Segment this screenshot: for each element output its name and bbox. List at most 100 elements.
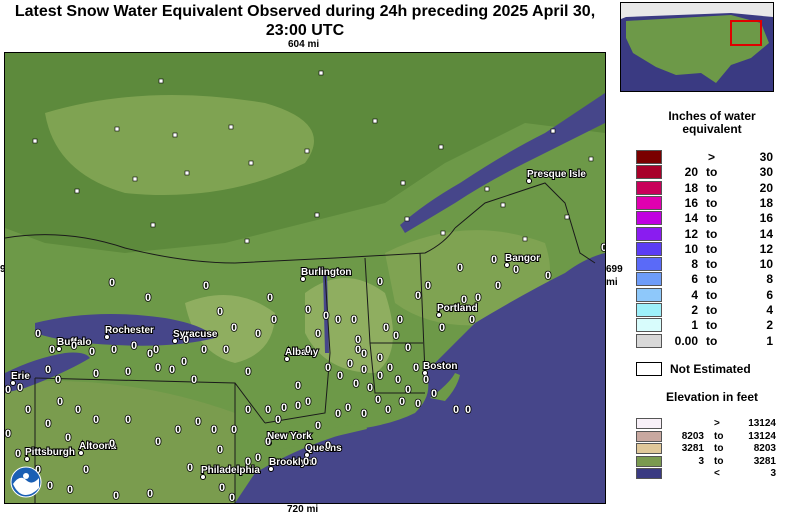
station-marker-icon[interactable]: 0: [304, 343, 312, 357]
station-square-icon[interactable]: [438, 144, 444, 150]
station-marker-icon[interactable]: 0: [392, 329, 400, 343]
station-marker-icon[interactable]: 0: [464, 403, 472, 417]
station-marker-icon[interactable]: 0: [438, 321, 446, 335]
station-marker-icon[interactable]: 0: [264, 435, 272, 449]
station-marker-icon[interactable]: 0: [190, 373, 198, 387]
station-marker-icon[interactable]: 0: [336, 369, 344, 383]
station-square-icon[interactable]: [304, 148, 310, 154]
station-square-icon[interactable]: [150, 222, 156, 228]
station-marker-icon[interactable]: 0: [228, 491, 236, 503]
station-marker-icon[interactable]: 0: [314, 419, 322, 433]
station-square-icon[interactable]: [588, 156, 594, 162]
station-marker-icon[interactable]: 0: [210, 423, 218, 437]
station-marker-icon[interactable]: 0: [244, 403, 252, 417]
station-marker-icon[interactable]: 0: [386, 361, 394, 375]
station-marker-icon[interactable]: 0: [310, 455, 318, 469]
station-marker-icon[interactable]: 0: [44, 363, 52, 377]
station-square-icon[interactable]: [400, 180, 406, 186]
station-marker-icon[interactable]: 0: [304, 303, 312, 317]
station-marker-icon[interactable]: 0: [146, 347, 154, 361]
station-marker-icon[interactable]: 0: [374, 393, 382, 407]
station-marker-icon[interactable]: 0: [334, 313, 342, 327]
station-square-icon[interactable]: [522, 236, 528, 242]
station-marker-icon[interactable]: 0: [108, 437, 116, 451]
station-square-icon[interactable]: [500, 202, 506, 208]
station-marker-icon[interactable]: 0: [302, 455, 310, 469]
station-square-icon[interactable]: [74, 188, 80, 194]
station-marker-icon[interactable]: 0: [414, 289, 422, 303]
station-square-icon[interactable]: [372, 118, 378, 124]
station-marker-icon[interactable]: 0: [346, 357, 354, 371]
station-square-icon[interactable]: [172, 132, 178, 138]
station-square-icon[interactable]: [248, 160, 254, 166]
station-marker-icon[interactable]: 0: [354, 333, 362, 347]
station-marker-icon[interactable]: 0: [174, 423, 182, 437]
station-marker-icon[interactable]: 0: [324, 361, 332, 375]
station-marker-icon[interactable]: 0: [280, 401, 288, 415]
station-marker-icon[interactable]: 0: [74, 403, 82, 417]
station-marker-icon[interactable]: 0: [366, 381, 374, 395]
station-square-icon[interactable]: [550, 128, 556, 134]
station-marker-icon[interactable]: 0: [404, 383, 412, 397]
station-marker-icon[interactable]: 0: [304, 395, 312, 409]
station-marker-icon[interactable]: 0: [270, 313, 278, 327]
station-square-icon[interactable]: [484, 186, 490, 192]
station-marker-icon[interactable]: 0: [154, 361, 162, 375]
station-marker-icon[interactable]: 0: [452, 403, 460, 417]
station-marker-icon[interactable]: 0: [294, 399, 302, 413]
station-marker-icon[interactable]: 0: [186, 461, 194, 475]
station-marker-icon[interactable]: 0: [216, 305, 224, 319]
swe-map[interactable]: Presque Isle Burlington Bangor Rochester Syr…: [4, 52, 606, 504]
station-marker-icon[interactable]: 0: [344, 401, 352, 415]
station-marker-icon[interactable]: 0: [350, 313, 358, 327]
station-marker-icon[interactable]: 0: [14, 447, 22, 461]
station-marker-icon[interactable]: 0: [230, 321, 238, 335]
station-marker-icon[interactable]: 0: [264, 403, 272, 417]
station-marker-icon[interactable]: 0: [384, 403, 392, 417]
station-marker-icon[interactable]: 0: [404, 341, 412, 355]
station-marker-icon[interactable]: 0: [354, 343, 362, 357]
station-marker-icon[interactable]: 0: [494, 279, 502, 293]
station-marker-icon[interactable]: 0: [34, 327, 42, 341]
station-marker-icon[interactable]: 0: [182, 333, 190, 347]
station-square-icon[interactable]: [564, 214, 570, 220]
station-marker-icon[interactable]: 0: [376, 275, 384, 289]
station-square-icon[interactable]: [318, 70, 324, 76]
station-square-icon[interactable]: [314, 212, 320, 218]
station-marker-icon[interactable]: 0: [24, 403, 32, 417]
station-square-icon[interactable]: [440, 230, 446, 236]
station-marker-icon[interactable]: 0: [468, 313, 476, 327]
station-marker-icon[interactable]: 0: [600, 241, 605, 255]
station-marker-icon[interactable]: 0: [394, 373, 402, 387]
station-square-icon[interactable]: [244, 238, 250, 244]
station-square-icon[interactable]: [158, 78, 164, 84]
station-marker-icon[interactable]: 0: [334, 407, 342, 421]
station-marker-icon[interactable]: 0: [200, 343, 208, 357]
station-marker-icon[interactable]: 0: [424, 279, 432, 293]
station-marker-icon[interactable]: 0: [218, 481, 226, 495]
station-marker-icon[interactable]: 0: [110, 343, 118, 357]
station-marker-icon[interactable]: 0: [254, 327, 262, 341]
station-marker-icon[interactable]: 0: [422, 373, 430, 387]
station-marker-icon[interactable]: 0: [512, 263, 520, 277]
station-marker-icon[interactable]: 0: [382, 321, 390, 335]
station-marker-icon[interactable]: 0: [34, 463, 42, 477]
station-marker-icon[interactable]: 0: [56, 395, 64, 409]
station-marker-icon[interactable]: 0: [154, 435, 162, 449]
station-marker-icon[interactable]: 0: [360, 347, 368, 361]
station-marker-icon[interactable]: 0: [88, 345, 96, 359]
station-marker-icon[interactable]: 0: [254, 451, 262, 465]
station-marker-icon[interactable]: 0: [46, 479, 54, 493]
station-square-icon[interactable]: [114, 126, 120, 132]
station-square-icon[interactable]: [184, 170, 190, 176]
station-marker-icon[interactable]: 0: [294, 379, 302, 393]
station-marker-icon[interactable]: 0: [92, 413, 100, 427]
station-marker-icon[interactable]: 0: [64, 431, 72, 445]
station-marker-icon[interactable]: 0: [314, 327, 322, 341]
station-marker-icon[interactable]: 0: [412, 361, 420, 375]
station-marker-icon[interactable]: 0: [54, 373, 62, 387]
station-marker-icon[interactable]: 0: [130, 339, 138, 353]
station-marker-icon[interactable]: 0: [108, 276, 116, 290]
station-marker-icon[interactable]: 0: [322, 309, 330, 323]
station-marker-icon[interactable]: 0: [274, 413, 282, 427]
